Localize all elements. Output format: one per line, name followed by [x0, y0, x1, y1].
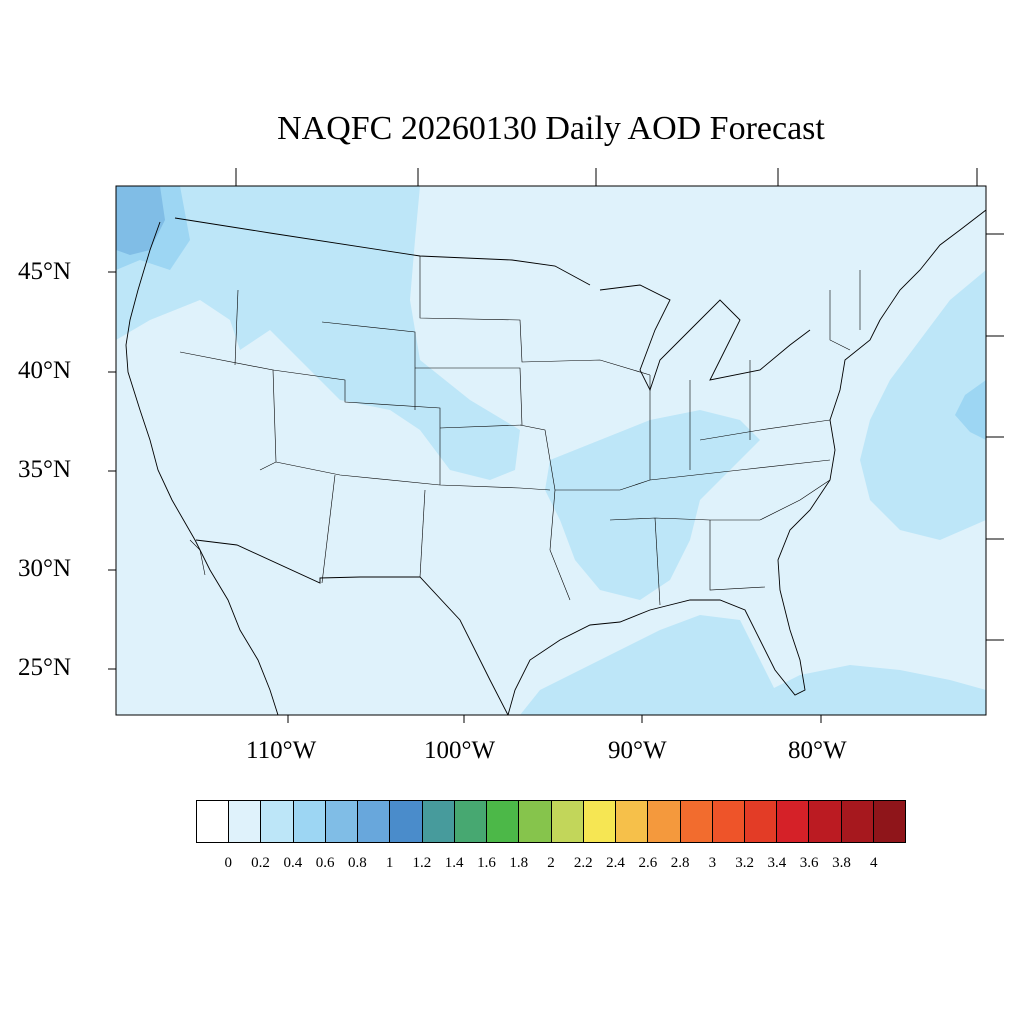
colorbar-swatch — [809, 801, 842, 842]
colorbar-tick-label: 1.8 — [509, 855, 529, 871]
canada-border — [174, 217, 591, 286]
colorbar — [196, 800, 906, 843]
colorbar-swatch — [680, 801, 713, 842]
colorbar-swatch — [422, 801, 455, 842]
colorbar-tick-label: 0.6 — [315, 855, 335, 871]
colorbar-tick-label: 2.6 — [638, 855, 658, 871]
colorbar-swatch — [197, 801, 230, 842]
colorbar-swatch — [487, 801, 520, 842]
colorbar-tick-label: 2.4 — [606, 855, 625, 871]
colorbar-swatch — [616, 801, 649, 842]
colorbar-swatch — [229, 801, 262, 842]
map-frame — [115, 185, 987, 716]
lat-label-40n: 40°N — [18, 357, 72, 384]
mexico-border — [195, 539, 509, 715]
colorbar-tick-label: 0 — [224, 855, 233, 871]
gulf-coast — [507, 209, 986, 715]
colorbar-swatch — [261, 801, 294, 842]
colorbar-swatch — [358, 801, 391, 842]
colorbar-tick-label: 2 — [547, 855, 555, 871]
colorbar-tick-label: 3.6 — [799, 855, 819, 871]
colorbar-tick-label: 1 — [385, 855, 394, 871]
colorbar-swatch — [583, 801, 617, 842]
colorbar-tick-label: 2.8 — [670, 855, 690, 871]
colorbar-swatch — [744, 801, 778, 842]
colorbar-tick-label: 3.8 — [832, 855, 851, 871]
aod-region-atlantic-high — [955, 380, 986, 440]
colorbar-tick-label: 3.2 — [735, 855, 754, 871]
colorbar-tick-label: 1.2 — [412, 855, 432, 871]
colorbar-tick-label: 3.4 — [767, 855, 787, 871]
colorbar-tick-label: 1.4 — [444, 855, 464, 871]
colorbar-tick-label: 2.2 — [573, 855, 593, 871]
colorbar-tick-label: 0.8 — [347, 855, 367, 871]
colorbar-swatch — [873, 801, 906, 842]
colorbar-swatch — [712, 801, 745, 842]
great-lakes — [599, 284, 811, 392]
boundaries — [125, 209, 986, 715]
colorbar-tick-label: 0.2 — [251, 855, 270, 871]
colorbar-swatch — [648, 801, 681, 842]
west-coast — [125, 221, 279, 715]
colorbar-swatch — [551, 801, 584, 842]
lon-label-90w: 90°W — [608, 737, 667, 764]
colorbar-tick-label: 3 — [708, 855, 717, 871]
lat-label-45n: 45°N — [18, 258, 72, 285]
colorbar-swatch — [454, 801, 488, 842]
aod-region-atlantic — [860, 270, 986, 540]
colorbar-tick-label: 1.6 — [477, 855, 496, 871]
aod-region-caribbean — [760, 665, 986, 715]
lon-label-80w: 80°W — [788, 737, 847, 764]
aod-field — [116, 186, 986, 715]
state-lines — [179, 256, 861, 606]
colorbar-tick-label: 4 — [869, 855, 878, 871]
lat-label-25n: 25°N — [18, 654, 72, 681]
colorbar-swatch — [325, 801, 359, 842]
map-title: NAQFC 20260130 Daily AOD Forecast — [277, 110, 825, 147]
aod-region-pacific-max — [116, 186, 165, 255]
axis-ticks — [108, 168, 1004, 723]
colorbar-swatch — [293, 801, 326, 842]
lon-label-110w: 110°W — [246, 737, 317, 764]
colorbar-swatch — [390, 801, 423, 842]
colorbar-tick-label: 0.4 — [283, 855, 303, 871]
lat-label-30n: 30°N — [18, 555, 72, 582]
aod-region-southeast-land — [545, 410, 760, 600]
colorbar-swatch — [777, 801, 810, 842]
aod-region-gulf — [520, 615, 800, 715]
colorbar-swatch — [519, 801, 552, 842]
lat-label-35n: 35°N — [18, 456, 72, 483]
colorbar-swatch — [841, 801, 874, 842]
lon-label-100w: 100°W — [424, 737, 496, 764]
